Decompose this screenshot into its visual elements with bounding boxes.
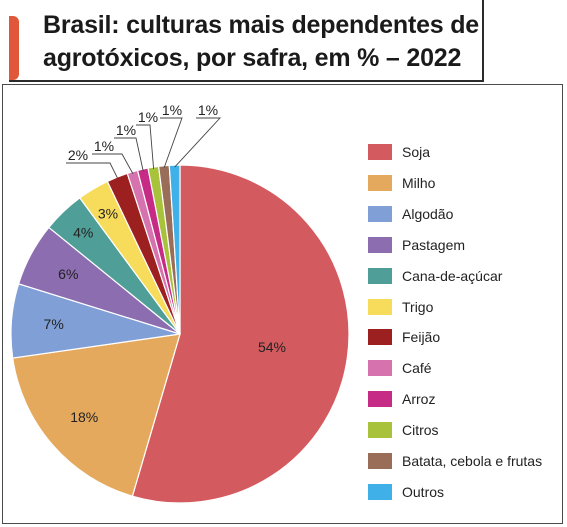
legend-label: Trigo — [402, 298, 434, 315]
data-label-cafe: 1% — [94, 138, 114, 154]
legend-item-trigo: Trigo — [368, 297, 433, 317]
legend-swatch — [368, 483, 392, 500]
data-label-feijao: 2% — [68, 147, 88, 163]
legend-label: Cana-de-açúcar — [402, 267, 503, 284]
legend-label: Feijão — [402, 329, 441, 346]
legend-swatch — [368, 329, 392, 346]
data-label-outros: 1% — [198, 102, 218, 118]
legend-swatch — [368, 391, 392, 408]
legend-swatch — [368, 236, 392, 253]
pie-slice-milho — [12, 333, 181, 497]
legend-label: Algodão — [402, 205, 454, 222]
legend-item-batata-cebola-e-frutas: Batata, cebola e frutas — [368, 451, 542, 471]
legend-swatch — [368, 422, 392, 439]
legend-item-outros: Outros — [368, 482, 444, 502]
data-label-soja: 54% — [258, 339, 286, 355]
data-label-arroz: 1% — [116, 122, 136, 138]
legend-item-soja: Soja — [368, 142, 430, 162]
legend-item-citros: Citros — [368, 420, 439, 440]
leader-line-feijao — [66, 162, 119, 180]
legend-label: Soja — [402, 144, 431, 160]
legend-swatch — [368, 298, 392, 315]
data-label-trigo: 3% — [98, 206, 118, 222]
data-label-citros: 1% — [138, 109, 158, 125]
legend-swatch — [368, 205, 392, 222]
data-label-algodao: 7% — [44, 316, 64, 332]
legend-label: Outros — [402, 483, 445, 500]
leader-line-outros — [174, 117, 222, 168]
leader-line-cafe — [92, 153, 134, 174]
leader-line-citros — [136, 124, 155, 170]
legend-swatch — [368, 144, 392, 160]
legend-label: Café — [402, 360, 432, 377]
data-label-pastagem: 6% — [58, 266, 78, 282]
legend-label: Milho — [402, 174, 436, 191]
legend-item-feijao: Feijão — [368, 327, 440, 347]
title-box: Brasil: culturas mais dependentes de agr… — [9, 0, 484, 82]
legend-swatch — [368, 267, 392, 284]
legend-swatch — [368, 360, 392, 377]
pie-slice-outros — [168, 164, 181, 335]
legend-swatch — [368, 453, 392, 469]
legend-label: Arroz — [402, 391, 436, 408]
legend-label: Pastagem — [402, 236, 466, 253]
pie-slice-soja — [131, 164, 350, 504]
data-label-cana-de-acucar: 4% — [73, 224, 93, 240]
leader-line-arroz — [114, 137, 144, 172]
legend-item-algodao: Algodão — [368, 204, 453, 224]
legend-label: Batata, cebola e frutas — [402, 453, 543, 469]
legend-item-pastagem: Pastagem — [368, 235, 465, 255]
legend-swatch — [368, 174, 392, 191]
legend-item-milho: Milho — [368, 173, 435, 193]
leader-line-batata-cebola-e-frutas — [160, 117, 183, 168]
title-accent-tab — [9, 16, 19, 80]
legend-item-arroz: Arroz — [368, 389, 435, 409]
legend-label: Citros — [402, 422, 439, 439]
data-label-batata-cebola-e-frutas: 1% — [162, 102, 182, 118]
legend-item-cana-de-acucar: Cana-de-açúcar — [368, 266, 502, 286]
legend-item-cafe: Café — [368, 358, 432, 378]
chart-title: Brasil: culturas mais dependentes de agr… — [43, 11, 480, 72]
data-label-milho: 18% — [70, 409, 98, 425]
